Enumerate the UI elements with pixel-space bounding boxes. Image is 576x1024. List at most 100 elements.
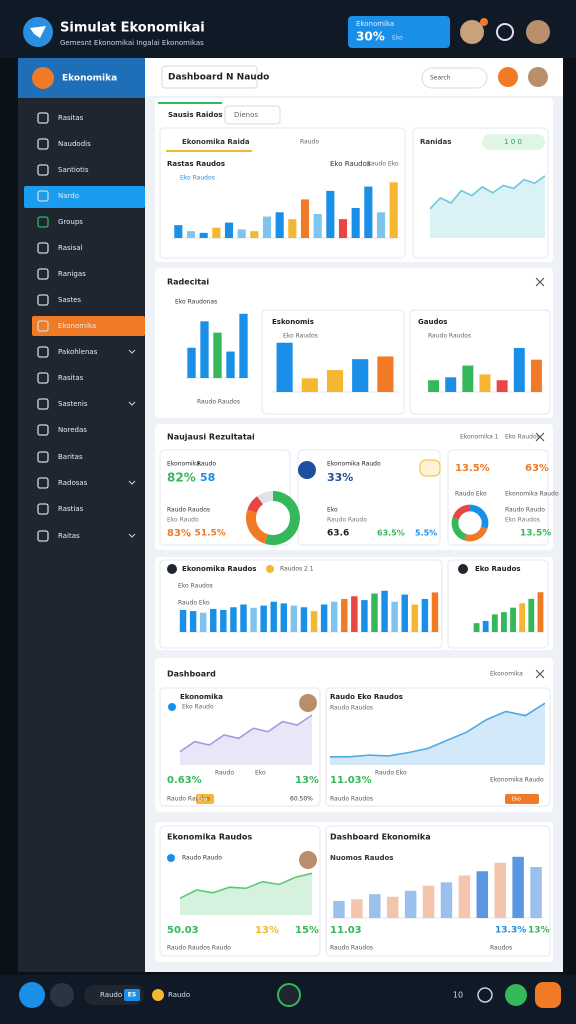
status-badge <box>348 16 450 48</box>
menu-item[interactable]: Noredas <box>58 426 87 434</box>
bar <box>513 347 525 392</box>
bar <box>537 592 544 632</box>
nav-button[interactable] <box>19 982 45 1008</box>
bar <box>389 182 398 238</box>
bar <box>364 186 373 238</box>
label: Ekonomika <box>167 461 200 468</box>
label: Dashboard N Naudo <box>168 73 269 83</box>
bar <box>391 601 398 632</box>
bar <box>458 875 471 918</box>
bar <box>174 225 183 238</box>
label: Ekonomika Raudo <box>505 491 559 498</box>
action-button[interactable] <box>498 67 518 87</box>
area-fill <box>330 703 545 765</box>
bar <box>199 612 207 632</box>
menu-item[interactable]: Raitas <box>58 532 80 540</box>
label: Raudo <box>300 139 319 146</box>
nav-button[interactable] <box>152 989 164 1001</box>
label: Eko Raudo <box>167 517 199 524</box>
nav-button[interactable] <box>477 987 493 1003</box>
label: 15% <box>295 925 319 936</box>
menu-item[interactable]: Groups <box>58 218 83 226</box>
menu-item[interactable]: Baritas <box>58 453 83 461</box>
legend-dot <box>266 565 274 573</box>
bar <box>496 380 508 392</box>
label: Ekonomika Raudos <box>182 565 256 573</box>
label: ES <box>128 992 136 999</box>
avatar[interactable] <box>528 67 548 87</box>
label: 0.63% <box>167 775 202 786</box>
menu-icon <box>37 112 49 124</box>
bar <box>310 611 318 632</box>
nav-button[interactable] <box>505 984 527 1006</box>
label: Ekonomika <box>490 671 523 678</box>
menu-item[interactable]: Rasisal <box>58 244 83 252</box>
label: Raudo Eko <box>178 600 210 607</box>
bar <box>300 199 310 238</box>
label: Raudo Raudo <box>505 507 545 514</box>
nav-button <box>535 982 561 1008</box>
bar <box>377 356 394 392</box>
menu-icon <box>37 294 49 306</box>
area-fill <box>180 873 312 915</box>
bar <box>338 219 348 238</box>
menu-item[interactable]: Ekonomika <box>58 322 96 330</box>
menu-item[interactable]: Santiotis <box>58 166 89 174</box>
settings-icon[interactable] <box>496 23 514 41</box>
label: 11.03% <box>330 775 372 786</box>
label: Eko Raudos <box>283 333 318 340</box>
menu-icon <box>37 190 49 202</box>
bar <box>421 599 429 632</box>
line <box>179 872 313 900</box>
menu-item[interactable]: Rasitas <box>58 114 84 122</box>
label: Raudo Raudos <box>330 945 373 952</box>
menu-icon <box>37 138 49 150</box>
menu-item[interactable]: Rasitas <box>58 374 84 382</box>
avatar[interactable] <box>460 20 484 44</box>
label: Eko <box>255 770 266 777</box>
menu-item[interactable]: Sastes <box>58 296 81 304</box>
label: Raudo Eko <box>367 161 399 168</box>
label: Raudo Raudo <box>327 517 367 524</box>
bar <box>404 890 417 918</box>
pill <box>482 134 545 150</box>
donut-segment <box>246 509 269 544</box>
label: Ekonomika <box>356 20 394 28</box>
menu-item[interactable]: Naudodis <box>58 140 91 148</box>
badge <box>505 794 539 804</box>
menu-item[interactable]: Nardo <box>58 192 79 200</box>
menu-item[interactable]: Radosas <box>58 479 88 487</box>
nav-button[interactable] <box>50 983 74 1007</box>
avatar[interactable] <box>526 20 550 44</box>
menu-item[interactable]: Pakohlenas <box>58 348 98 356</box>
label: 83% <box>167 528 191 539</box>
bar <box>240 604 247 632</box>
bar <box>220 610 227 632</box>
donut-segment <box>469 504 489 529</box>
menu-item[interactable]: Sastenis <box>58 400 88 408</box>
menu-icon <box>37 503 49 515</box>
label: 1 0 0 <box>504 138 522 146</box>
bar <box>528 598 535 632</box>
bar <box>333 901 345 918</box>
bar <box>226 351 235 378</box>
label: 13% <box>528 926 550 936</box>
card <box>159 825 321 957</box>
bar <box>326 190 335 238</box>
home-button[interactable] <box>277 983 301 1007</box>
label: Eko Raudos <box>505 517 540 524</box>
label: Ranidas <box>420 138 451 146</box>
chevron <box>128 349 136 354</box>
line <box>179 714 313 753</box>
bar <box>445 377 457 392</box>
card <box>325 687 551 807</box>
menu-item[interactable]: Rastias <box>58 505 84 513</box>
chevron <box>128 533 136 538</box>
menu-item[interactable]: Ranigas <box>58 270 86 278</box>
label: 63.5% <box>377 529 405 538</box>
label: 82% <box>167 471 196 485</box>
bar <box>213 332 222 378</box>
label: , 51.5% <box>188 529 226 539</box>
tab-underline <box>158 102 222 104</box>
bar <box>250 607 257 632</box>
